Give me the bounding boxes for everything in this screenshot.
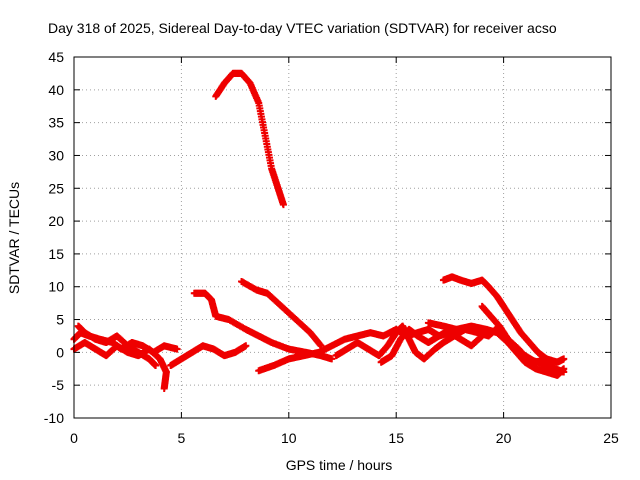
- data-point: [478, 332, 486, 340]
- series-arc-13: [478, 302, 568, 366]
- x-tick-label: 15: [388, 430, 404, 446]
- y-tick-label: 40: [48, 82, 64, 98]
- data-series: [70, 69, 568, 392]
- y-tick-label: 20: [48, 213, 64, 229]
- x-axis-label: GPS time / hours: [286, 457, 393, 473]
- y-tick-label: 15: [48, 246, 64, 262]
- data-point: [160, 384, 168, 392]
- y-tick-label: 10: [48, 279, 64, 295]
- data-point: [173, 345, 181, 353]
- chart-title: Day 318 of 2025, Sidereal Day-to-day VTE…: [48, 20, 557, 36]
- data-point: [152, 361, 160, 369]
- series-arc-2: [70, 339, 170, 392]
- y-tick-label: -5: [52, 377, 65, 393]
- series-arc-7: [238, 277, 325, 350]
- data-point: [560, 355, 568, 363]
- y-tick-label: 35: [48, 115, 64, 131]
- plot-frame: [73, 56, 612, 419]
- data-point: [242, 342, 250, 350]
- x-tick-label: 25: [603, 430, 619, 446]
- y-tick-label: 30: [48, 147, 64, 163]
- x-tick-label: 20: [496, 430, 512, 446]
- x-tick-label: 10: [281, 430, 297, 446]
- data-point: [279, 201, 287, 209]
- x-tick-label: 5: [178, 430, 186, 446]
- data-point: [328, 355, 336, 363]
- y-tick-label: -10: [44, 410, 64, 426]
- series-arc-3: [74, 322, 160, 369]
- y-tick-label: 45: [48, 49, 64, 65]
- x-tick-label: 0: [70, 430, 78, 446]
- data-point: [560, 365, 568, 373]
- y-tick-label: 25: [48, 180, 64, 196]
- series-arc-4: [167, 342, 250, 369]
- series-arc-5: [212, 69, 287, 209]
- y-tick-label: 0: [56, 344, 64, 360]
- series-arc-12: [424, 319, 568, 379]
- series-arc-6: [190, 289, 336, 363]
- y-tick-label: 5: [56, 312, 64, 328]
- series-arc-10: [377, 325, 486, 366]
- axis-ticks: 0 5 10 15 20 25 -10 -5 0 5 10 15 20 25 30 35 40 45: [44, 49, 619, 446]
- y-axis-label: SDTVAR / TECUs: [6, 182, 22, 294]
